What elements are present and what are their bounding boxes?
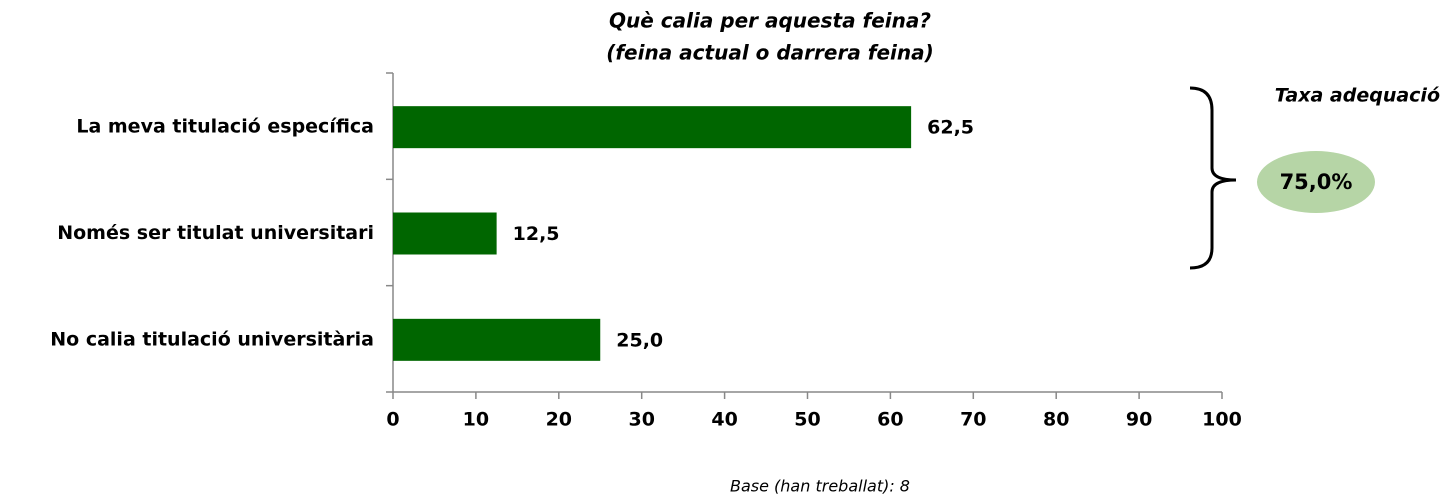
y-tick-label: No calia titulació universitària	[50, 328, 374, 350]
value-label: 25,0	[616, 329, 663, 351]
x-tick-label: 30	[628, 409, 654, 431]
x-tick-label: 70	[960, 409, 986, 431]
value-label: 12,5	[513, 223, 560, 245]
y-tick-label: La meva titulació específica	[76, 116, 374, 138]
x-tick-label: 10	[463, 409, 489, 431]
x-tick-label: 20	[546, 409, 572, 431]
chart-subtitle: (feina actual o darrera feina)	[606, 41, 934, 65]
x-tick-label: 80	[1043, 409, 1069, 431]
bar	[393, 318, 601, 361]
x-tick-label: 100	[1202, 409, 1242, 431]
annotation-ellipse	[1257, 151, 1375, 213]
bar	[393, 212, 497, 255]
brace	[1189, 86, 1237, 270]
x-tick-label: 0	[386, 409, 399, 431]
x-tick-label: 90	[1126, 409, 1152, 431]
x-tick-label: 50	[794, 409, 820, 431]
value-label: 62,5	[927, 117, 974, 139]
y-tick-label: Només ser titulat universitari	[57, 222, 374, 244]
footnote: Base (han treballat): 8	[730, 477, 910, 496]
annotation-label: Taxa adequació	[1275, 85, 1440, 107]
x-tick-label: 40	[711, 409, 737, 431]
annotation-value: 75,0%	[1280, 170, 1353, 194]
chart-title: Què calia per aquesta feina?	[609, 9, 931, 33]
bar	[393, 106, 912, 149]
x-tick-label: 60	[877, 409, 903, 431]
